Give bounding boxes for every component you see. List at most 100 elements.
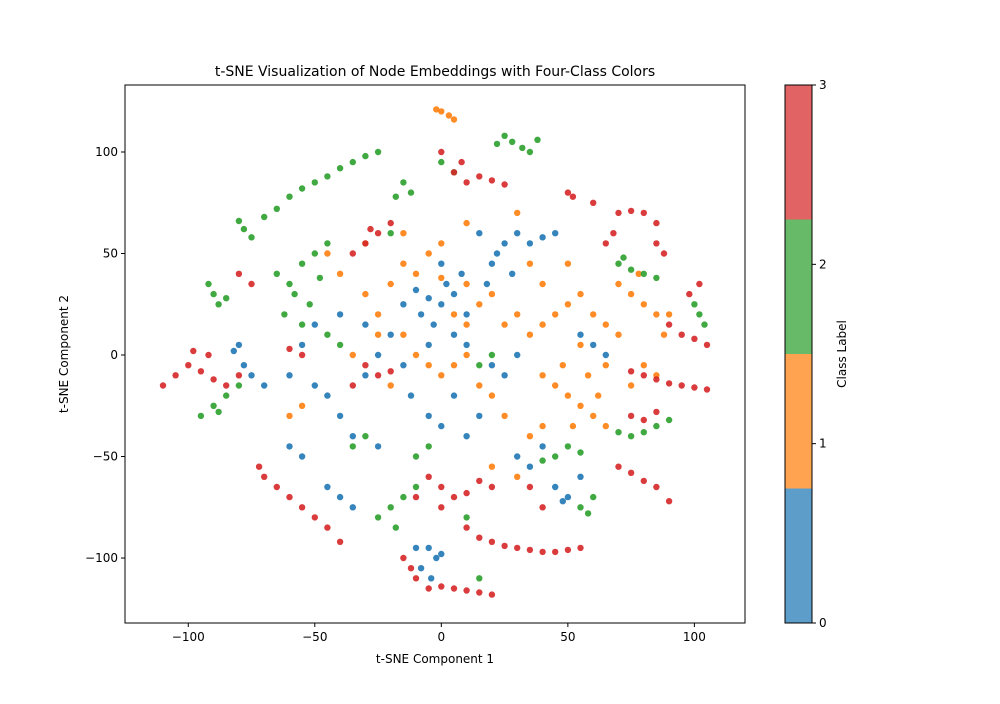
- data-point-class-0: [374, 351, 382, 359]
- data-point-class-3: [653, 376, 660, 383]
- data-point-class-0: [463, 433, 470, 440]
- data-point-class-0: [387, 331, 394, 338]
- data-point-class-1: [514, 209, 521, 217]
- data-point-class-3: [696, 280, 703, 288]
- x-tick-label: 0: [438, 630, 446, 644]
- data-point-class-0: [476, 412, 483, 420]
- data-point-class-1: [425, 250, 432, 257]
- data-point-class-2: [298, 185, 306, 192]
- x-axis: −100 −50 0 50 100: [172, 623, 706, 644]
- data-point-class-0: [412, 286, 420, 294]
- data-point-class-1: [514, 311, 521, 318]
- data-point-class-3: [235, 372, 243, 379]
- data-point-class-3: [476, 534, 483, 541]
- data-point-class-3: [640, 477, 647, 485]
- data-point-class-0: [400, 301, 407, 308]
- data-point-class-0: [412, 544, 420, 552]
- y-tick-label: 50: [103, 247, 118, 261]
- chart-title: t-SNE Visualization of Node Embeddings w…: [215, 64, 655, 80]
- data-point-class-0: [493, 250, 501, 257]
- data-point-class-0: [501, 372, 508, 379]
- data-point-class-2: [306, 301, 313, 308]
- data-point-class-2: [620, 254, 627, 261]
- data-point-class-0: [458, 270, 465, 277]
- data-point-class-2: [577, 504, 584, 511]
- data-point-class-0: [235, 341, 243, 349]
- data-point-class-3: [627, 469, 635, 476]
- data-point-class-3: [488, 538, 496, 545]
- data-point-class-3: [286, 345, 293, 353]
- data-point-class-1: [635, 270, 642, 277]
- data-point-class-0: [463, 341, 470, 349]
- data-point-class-1: [501, 412, 508, 420]
- data-point-class-0: [488, 362, 496, 369]
- data-point-class-2: [349, 443, 356, 450]
- data-point-class-3: [615, 463, 622, 470]
- data-point-class-1: [463, 351, 470, 359]
- data-point-class-3: [703, 341, 711, 349]
- data-point-class-3: [412, 575, 420, 582]
- data-point-class-0: [349, 433, 356, 440]
- data-point-class-3: [539, 504, 546, 511]
- data-point-class-1: [387, 280, 394, 288]
- data-point-class-3: [450, 493, 458, 501]
- colorbar-label: Class Label: [835, 320, 849, 388]
- data-point-class-1: [400, 260, 407, 267]
- data-point-class-3: [438, 504, 445, 511]
- data-point-class-3: [665, 380, 673, 387]
- data-point-class-3: [255, 463, 263, 470]
- data-point-class-3: [197, 368, 205, 375]
- data-point-class-1: [584, 372, 592, 379]
- data-point-class-1: [526, 260, 534, 267]
- data-point-class-1: [564, 392, 572, 399]
- data-point-class-2: [286, 193, 293, 200]
- data-point-class-2: [387, 504, 394, 511]
- data-point-class-0: [349, 504, 356, 511]
- data-point-class-3: [367, 225, 374, 233]
- data-point-class-1: [400, 230, 407, 237]
- plot-frame: [124, 84, 746, 624]
- data-point-class-1: [476, 301, 483, 308]
- data-point-class-0: [450, 331, 458, 338]
- data-point-class-3: [159, 382, 167, 389]
- data-point-class-2: [438, 158, 445, 166]
- data-point-class-1: [514, 473, 521, 480]
- data-point-class-3: [438, 483, 445, 491]
- x-tick-label: 100: [683, 630, 706, 644]
- data-point-class-3: [476, 173, 483, 180]
- data-point-class-1: [463, 280, 470, 288]
- data-point-class-0: [438, 422, 445, 430]
- data-point-class-0: [298, 453, 306, 460]
- data-point-class-1: [552, 311, 559, 318]
- data-point-class-1: [450, 362, 458, 369]
- data-point-class-3: [349, 250, 356, 257]
- data-point-class-0: [526, 240, 534, 247]
- data-point-class-1: [526, 331, 534, 338]
- data-point-class-1: [286, 412, 293, 420]
- data-point-class-2: [627, 266, 635, 273]
- data-point-class-1: [374, 331, 382, 338]
- colorbar-tick-label: 1: [819, 437, 827, 451]
- data-point-class-0: [539, 443, 546, 450]
- data-point-class-1: [298, 402, 306, 409]
- y-axis: −100 −50 0 50 100: [85, 145, 125, 565]
- data-point-class-0: [433, 554, 440, 562]
- data-point-class-0: [559, 498, 566, 505]
- y-axis-label: t-SNE Component 2: [57, 295, 71, 413]
- data-point-class-3: [653, 408, 660, 416]
- data-point-class-2: [653, 422, 660, 430]
- data-point-class-3: [374, 372, 382, 379]
- data-point-class-0: [240, 362, 248, 369]
- data-point-class-3: [488, 483, 496, 491]
- data-point-class-3: [172, 372, 179, 379]
- data-point-class-3: [450, 169, 458, 176]
- y-tick-label: −100: [85, 551, 118, 565]
- data-point-class-0: [298, 341, 306, 349]
- data-point-class-0: [450, 290, 458, 298]
- data-point-class-0: [362, 321, 369, 328]
- colorbar-frame: [784, 84, 813, 624]
- data-point-class-0: [438, 301, 445, 308]
- data-point-class-1: [602, 362, 609, 369]
